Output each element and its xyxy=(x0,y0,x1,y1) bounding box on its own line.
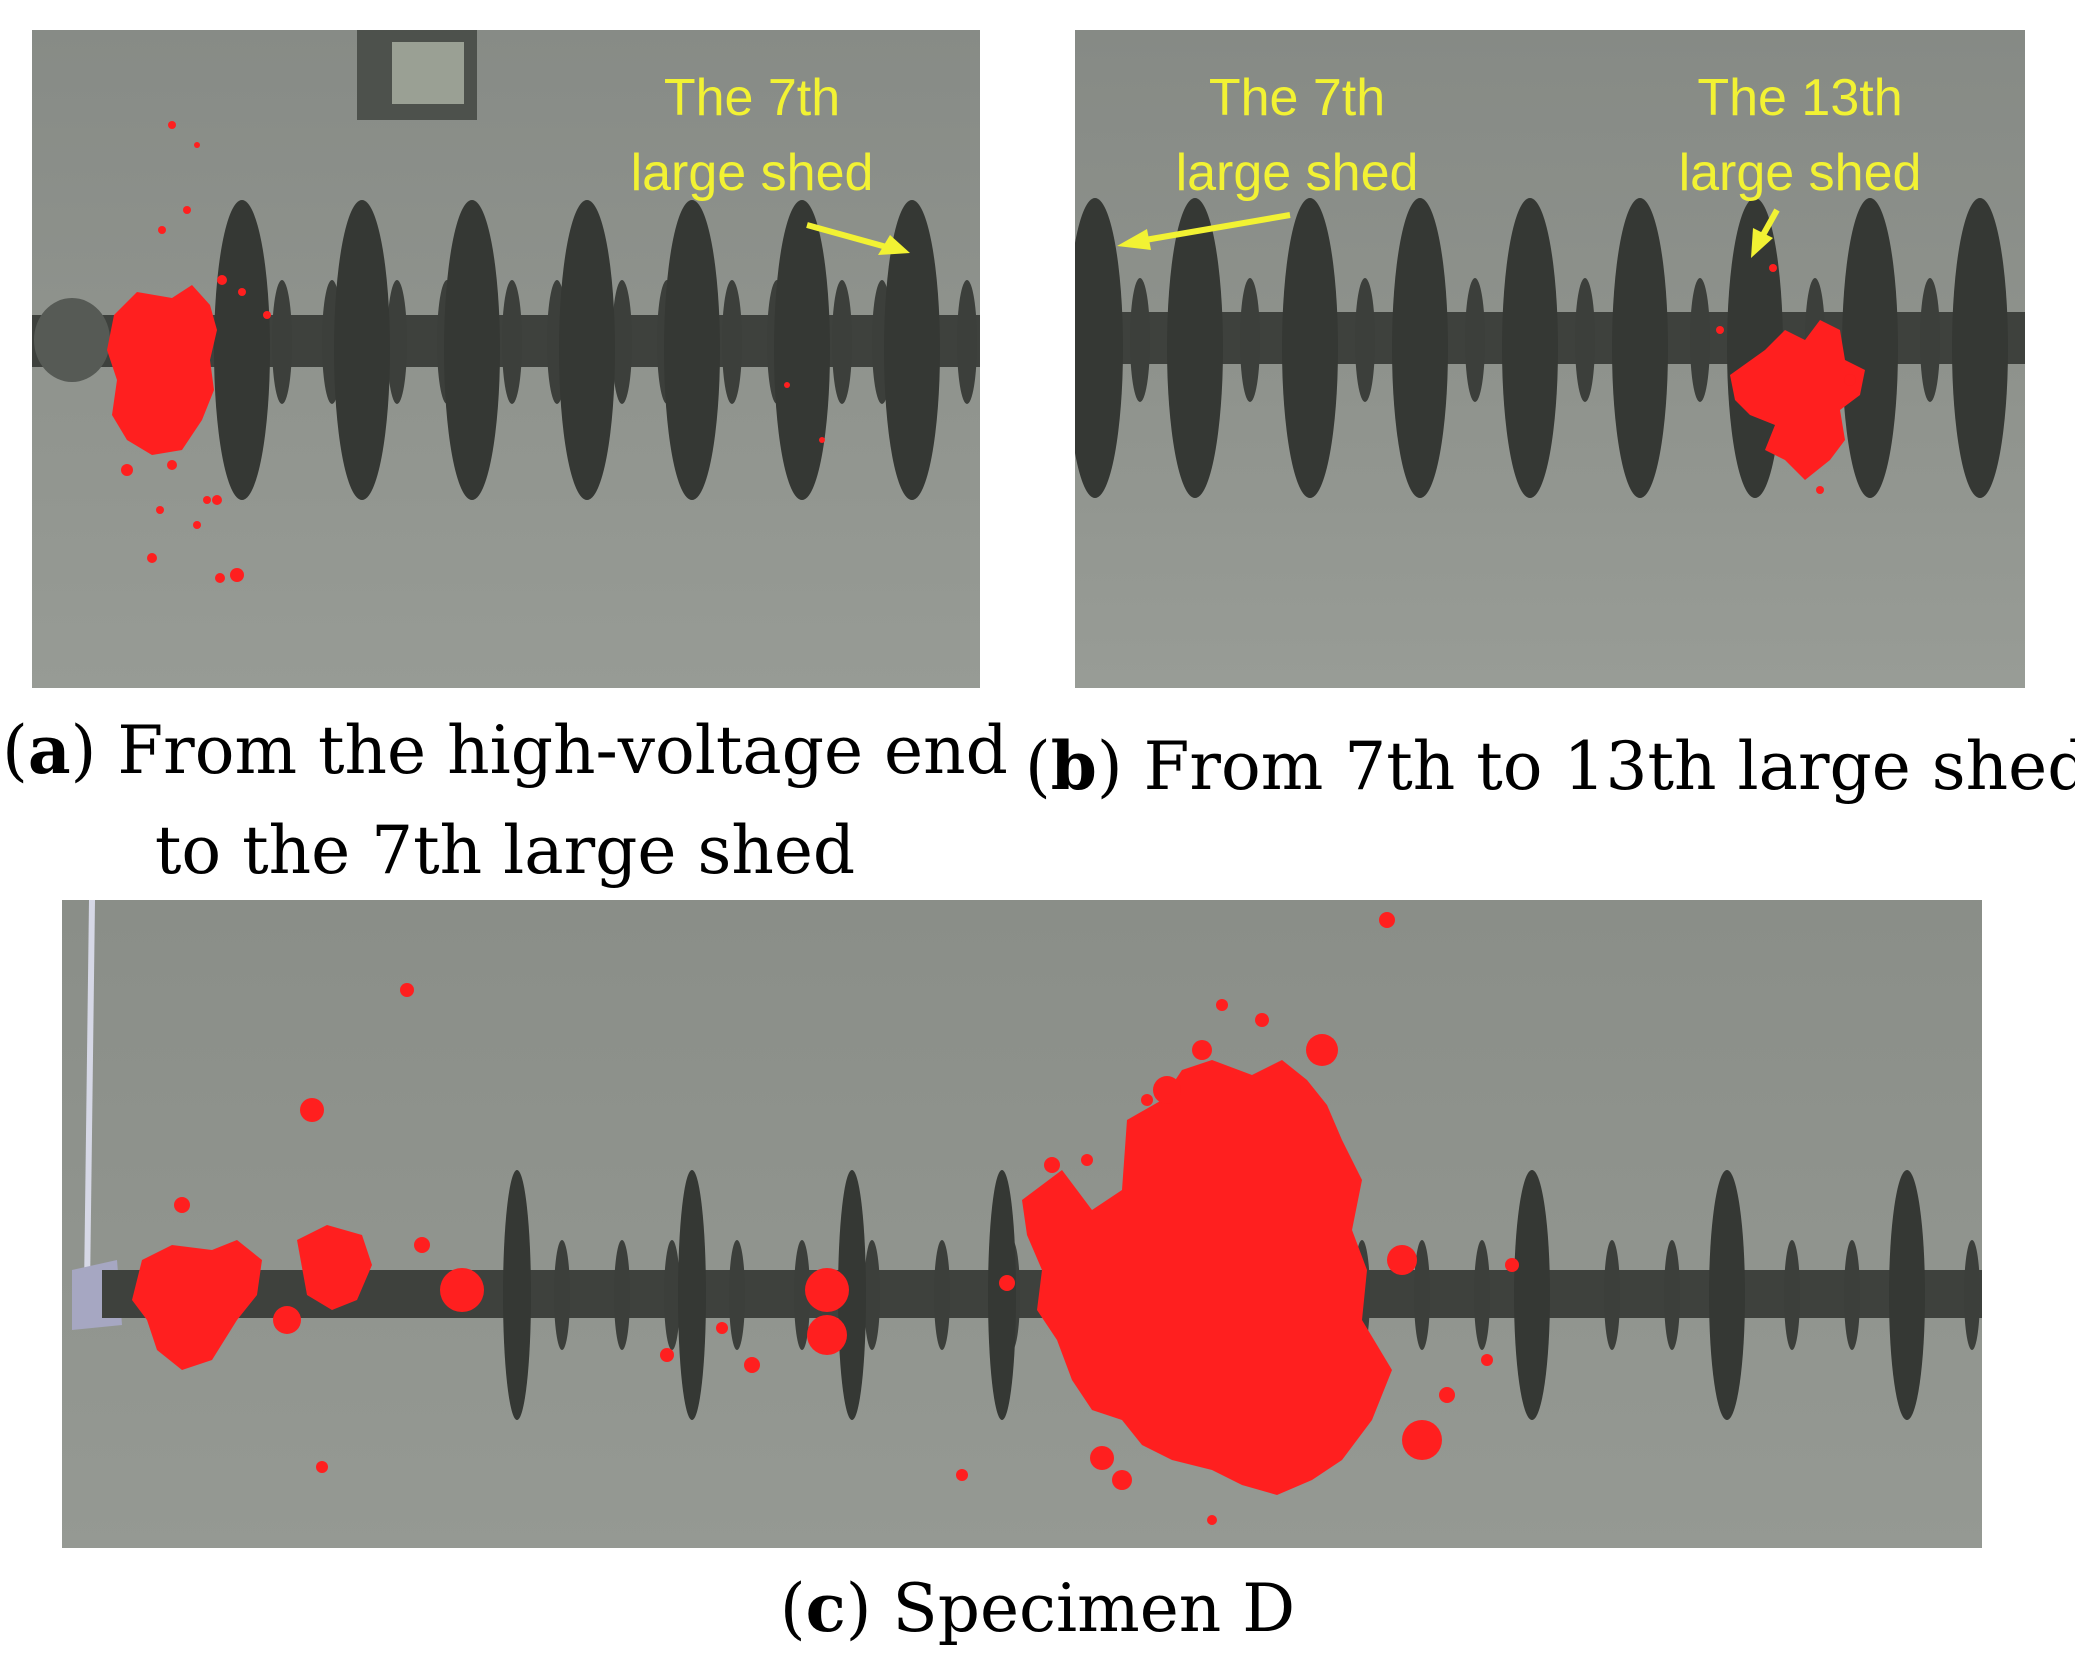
caption-b-letter: b xyxy=(1050,727,1097,805)
label-7th-line2: large shed xyxy=(631,144,874,202)
discharge-cluster xyxy=(132,912,1519,1525)
large-sheds xyxy=(1075,198,2008,498)
photo-panel-c xyxy=(62,900,1982,1548)
label-13th-line1: The 13th xyxy=(1697,69,1902,127)
caption-a-line1: (a) From the high-voltage end xyxy=(2,711,1008,789)
arrow-pointer-7th xyxy=(1117,212,1291,250)
caption-b: (b) From 7th to 13th large shed xyxy=(1025,716,2075,817)
label-13th-line2: large shed xyxy=(1679,144,1922,202)
caption-b-text: From 7th to 13th large shed xyxy=(1143,728,2075,805)
label-7th-line1: The 7th xyxy=(664,69,840,127)
caption-c-text: Specimen D xyxy=(892,1570,1296,1647)
arrow-pointer-13th xyxy=(1751,208,1780,258)
arrow-pointer-7th xyxy=(806,222,910,255)
large-sheds xyxy=(214,200,940,500)
label-7th-line2: large shed xyxy=(1176,144,1419,202)
caption-b-line: (b) From 7th to 13th large shed xyxy=(1025,716,2075,817)
photo-panel-a: The 7th large shed xyxy=(32,30,980,688)
caption-a-text-line2: to the 7th large shed xyxy=(154,812,856,889)
caption-c-line: (c) Specimen D xyxy=(779,1569,1296,1647)
caption-a-letter: a xyxy=(27,711,71,789)
caption-c-letter: c xyxy=(805,1569,846,1647)
insulator-photo-a: The 7th large shed xyxy=(32,30,980,688)
insulator-photo-c xyxy=(62,900,1982,1548)
label-7th-line1: The 7th xyxy=(1209,69,1385,127)
caption-a: (a) From the high-voltage end to the 7th… xyxy=(0,700,1010,901)
caption-c: (c) Specimen D xyxy=(0,1558,2075,1659)
discharge-cluster xyxy=(1716,264,1865,494)
insulator-photo-b: The 7th large shed The 13th large shed xyxy=(1075,30,2025,688)
caption-a-text-line1: From the high-voltage end xyxy=(117,712,1008,789)
photo-panel-b: The 7th large shed The 13th large shed xyxy=(1075,30,2025,688)
discharge-cluster xyxy=(107,121,825,583)
